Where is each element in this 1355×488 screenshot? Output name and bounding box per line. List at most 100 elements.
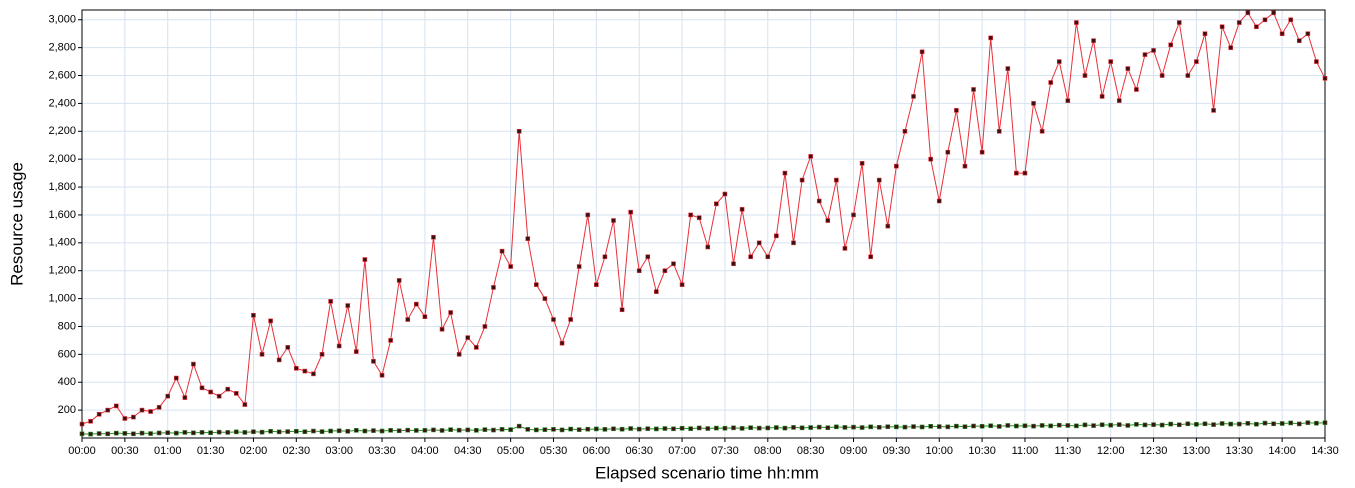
data-point: [979, 423, 985, 429]
y-tick-label: 1,200: [48, 265, 76, 277]
data-point: [1014, 170, 1019, 176]
data-point: [636, 268, 642, 274]
data-point: [705, 426, 711, 431]
data-point: [1056, 59, 1062, 64]
x-tick-label: 02:00: [240, 445, 268, 457]
data-point: [885, 223, 891, 229]
data-point: [936, 424, 942, 429]
data-point: [1082, 73, 1088, 78]
x-tick-label: 11:30: [1054, 445, 1081, 457]
data-point: [448, 310, 453, 315]
data-point: [122, 416, 128, 421]
data-point: [782, 170, 788, 176]
x-tick-label: 06:30: [625, 445, 653, 457]
data-point: [508, 264, 513, 269]
data-point: [516, 423, 522, 429]
data-point: [1271, 10, 1276, 16]
data-point: [225, 386, 231, 392]
data-point: [816, 198, 822, 204]
x-tick-label: 07:30: [711, 445, 739, 457]
plot-frame: [81, 9, 1326, 439]
data-point: [113, 430, 119, 436]
data-point: [259, 429, 265, 435]
x-tick-label: 00:00: [68, 445, 96, 457]
data-point: [705, 244, 711, 250]
x-tick-label: 01:30: [197, 445, 225, 457]
data-point: [96, 411, 102, 417]
data-point: [774, 425, 779, 430]
data-point: [1125, 423, 1131, 428]
data-point: [876, 424, 882, 430]
data-point: [671, 426, 676, 432]
data-point: [216, 429, 222, 435]
data-point: [1159, 73, 1165, 78]
x-tick-label: 02:30: [283, 445, 311, 457]
data-point: [319, 352, 325, 357]
data-point: [139, 407, 145, 413]
data-point: [396, 278, 402, 283]
data-point: [96, 431, 102, 436]
data-point: [465, 335, 471, 340]
data-point: [525, 427, 531, 432]
data-point: [105, 407, 111, 413]
data-point: [851, 212, 856, 218]
data-point: [422, 314, 428, 320]
data-point: [1314, 59, 1319, 64]
data-point: [1168, 42, 1173, 48]
x-tick-label: 07:00: [668, 445, 696, 457]
data-point: [1022, 423, 1028, 429]
data-point: [842, 425, 848, 430]
data-point: [79, 431, 85, 437]
data-point: [919, 49, 925, 55]
data-point: [516, 128, 522, 134]
data-point: [345, 429, 351, 434]
data-point: [268, 318, 273, 324]
data-point: [234, 391, 239, 396]
data-point: [1091, 38, 1096, 43]
x-tick-label: 08:00: [754, 445, 782, 457]
data-point: [251, 429, 256, 435]
data-point: [568, 317, 573, 322]
data-point: [1039, 423, 1045, 428]
data-point: [199, 430, 205, 435]
data-point: [1048, 80, 1053, 85]
data-point: [602, 427, 608, 432]
data-point: [216, 393, 222, 399]
data-point: [1194, 422, 1199, 427]
data-point: [362, 428, 368, 434]
data-point: [1159, 422, 1165, 428]
data-point: [1082, 422, 1088, 428]
x-tick-label: 14:30: [1311, 445, 1339, 457]
data-point: [276, 357, 282, 363]
data-point: [731, 425, 736, 431]
data-point: [311, 428, 316, 434]
data-point: [156, 405, 162, 410]
data-point: [1116, 422, 1122, 427]
x-axis-title: Elapsed scenario time hh:mm: [595, 463, 819, 482]
data-point: [714, 425, 719, 431]
data-point: [1125, 66, 1131, 71]
data-point: [1219, 24, 1225, 30]
data-point: [1134, 422, 1139, 427]
data-point: [628, 426, 633, 431]
plot-area: [82, 10, 1325, 438]
data-point: [585, 212, 591, 218]
y-axis-title: Resource usage: [7, 162, 26, 286]
data-point: [405, 427, 411, 433]
data-point: [756, 425, 762, 431]
x-tick-label: 09:00: [840, 445, 868, 457]
data-point: [525, 236, 531, 241]
data-point: [576, 264, 582, 269]
data-point: [1168, 421, 1173, 427]
data-point: [859, 425, 865, 430]
data-point: [1236, 20, 1242, 25]
data-point: [628, 209, 633, 215]
data-point: [919, 424, 925, 430]
data-point: [542, 427, 548, 432]
data-point: [1262, 420, 1268, 426]
data-point: [259, 352, 265, 357]
data-point: [765, 254, 771, 260]
data-point: [731, 261, 736, 267]
data-point: [1039, 128, 1045, 134]
data-point: [551, 317, 556, 322]
